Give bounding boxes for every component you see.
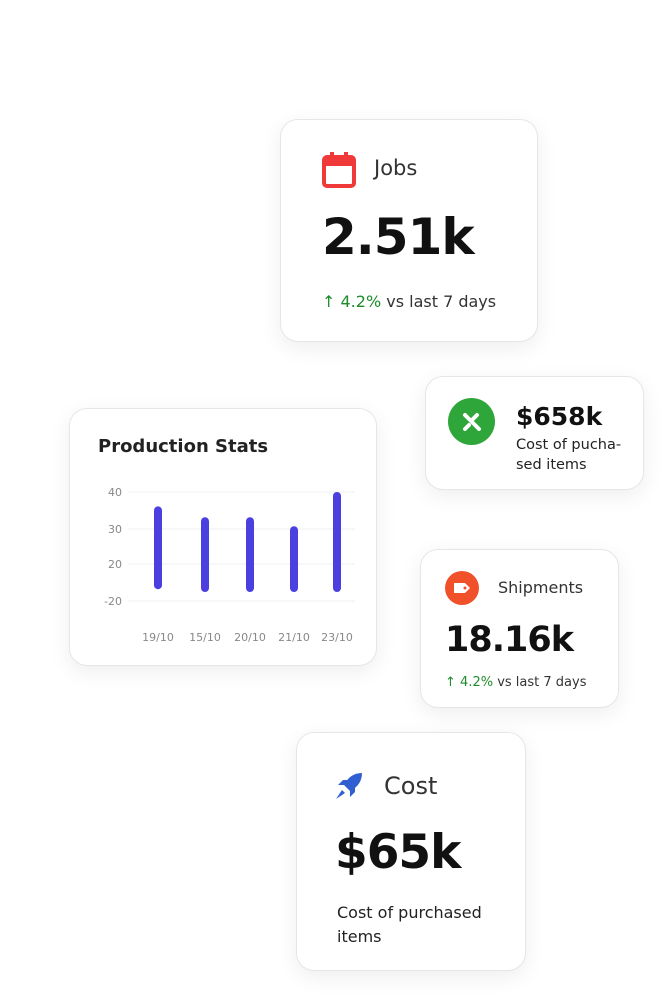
tools-icon (448, 398, 495, 445)
bar-19/10 (154, 506, 162, 590)
shipments-value: 18.16k (445, 620, 574, 660)
bar-21/10 (290, 526, 298, 592)
y-tick-label: 30 (108, 523, 122, 536)
cost-card: Cost $65k Cost of purchased items (296, 732, 526, 971)
jobs-change: ↑ 4.2% vs last 7 days (322, 292, 497, 311)
jobs-value: 2.51k (322, 208, 475, 266)
cost-label: Cost (384, 772, 438, 800)
purchased-value: $658k (516, 402, 603, 431)
chart-title: Production Stats (98, 436, 269, 457)
bar-23/10 (333, 492, 341, 592)
x-tick-label: 20/10 (234, 631, 266, 644)
shipments-card: Shipments 18.16k ↑ 4.2% vs last 7 days (420, 549, 619, 708)
arrow-up-icon: ↑ (445, 675, 456, 690)
purchased-card: $658k Cost of pucha-sed items (425, 376, 644, 490)
bar-20/10 (246, 517, 254, 592)
y-tick-label: -20 (104, 595, 122, 608)
y-tick-label: 20 (108, 558, 122, 571)
x-tick-label: 21/10 (278, 631, 310, 644)
production-stats-card: Production Stats 40 30 20 -20 19/10 15/10 20/1… (69, 408, 377, 666)
x-tick-label: 19/10 (142, 631, 174, 644)
jobs-label: Jobs (374, 156, 418, 180)
shipments-change: ↑ 4.2% vs last 7 days (445, 675, 587, 690)
production-chart: 40 30 20 -20 19/10 15/10 20/10 21/10 23/10 (104, 486, 355, 644)
bar-15/10 (201, 517, 209, 592)
cost-description: Cost of purchased items (337, 903, 482, 946)
purchased-description: Cost of pucha-sed items (516, 437, 622, 473)
shipments-label: Shipments (498, 578, 584, 597)
x-tick-label: 23/10 (321, 631, 353, 644)
calendar-icon (322, 152, 356, 188)
x-tick-label: 15/10 (189, 631, 221, 644)
rocket-icon (336, 773, 362, 799)
arrow-up-icon: ↑ (322, 292, 336, 311)
y-tick-label: 40 (108, 486, 122, 499)
cost-value: $65k (335, 825, 461, 880)
tag-icon (445, 571, 479, 605)
jobs-card: Jobs 2.51k ↑ 4.2% vs last 7 days (280, 119, 538, 342)
